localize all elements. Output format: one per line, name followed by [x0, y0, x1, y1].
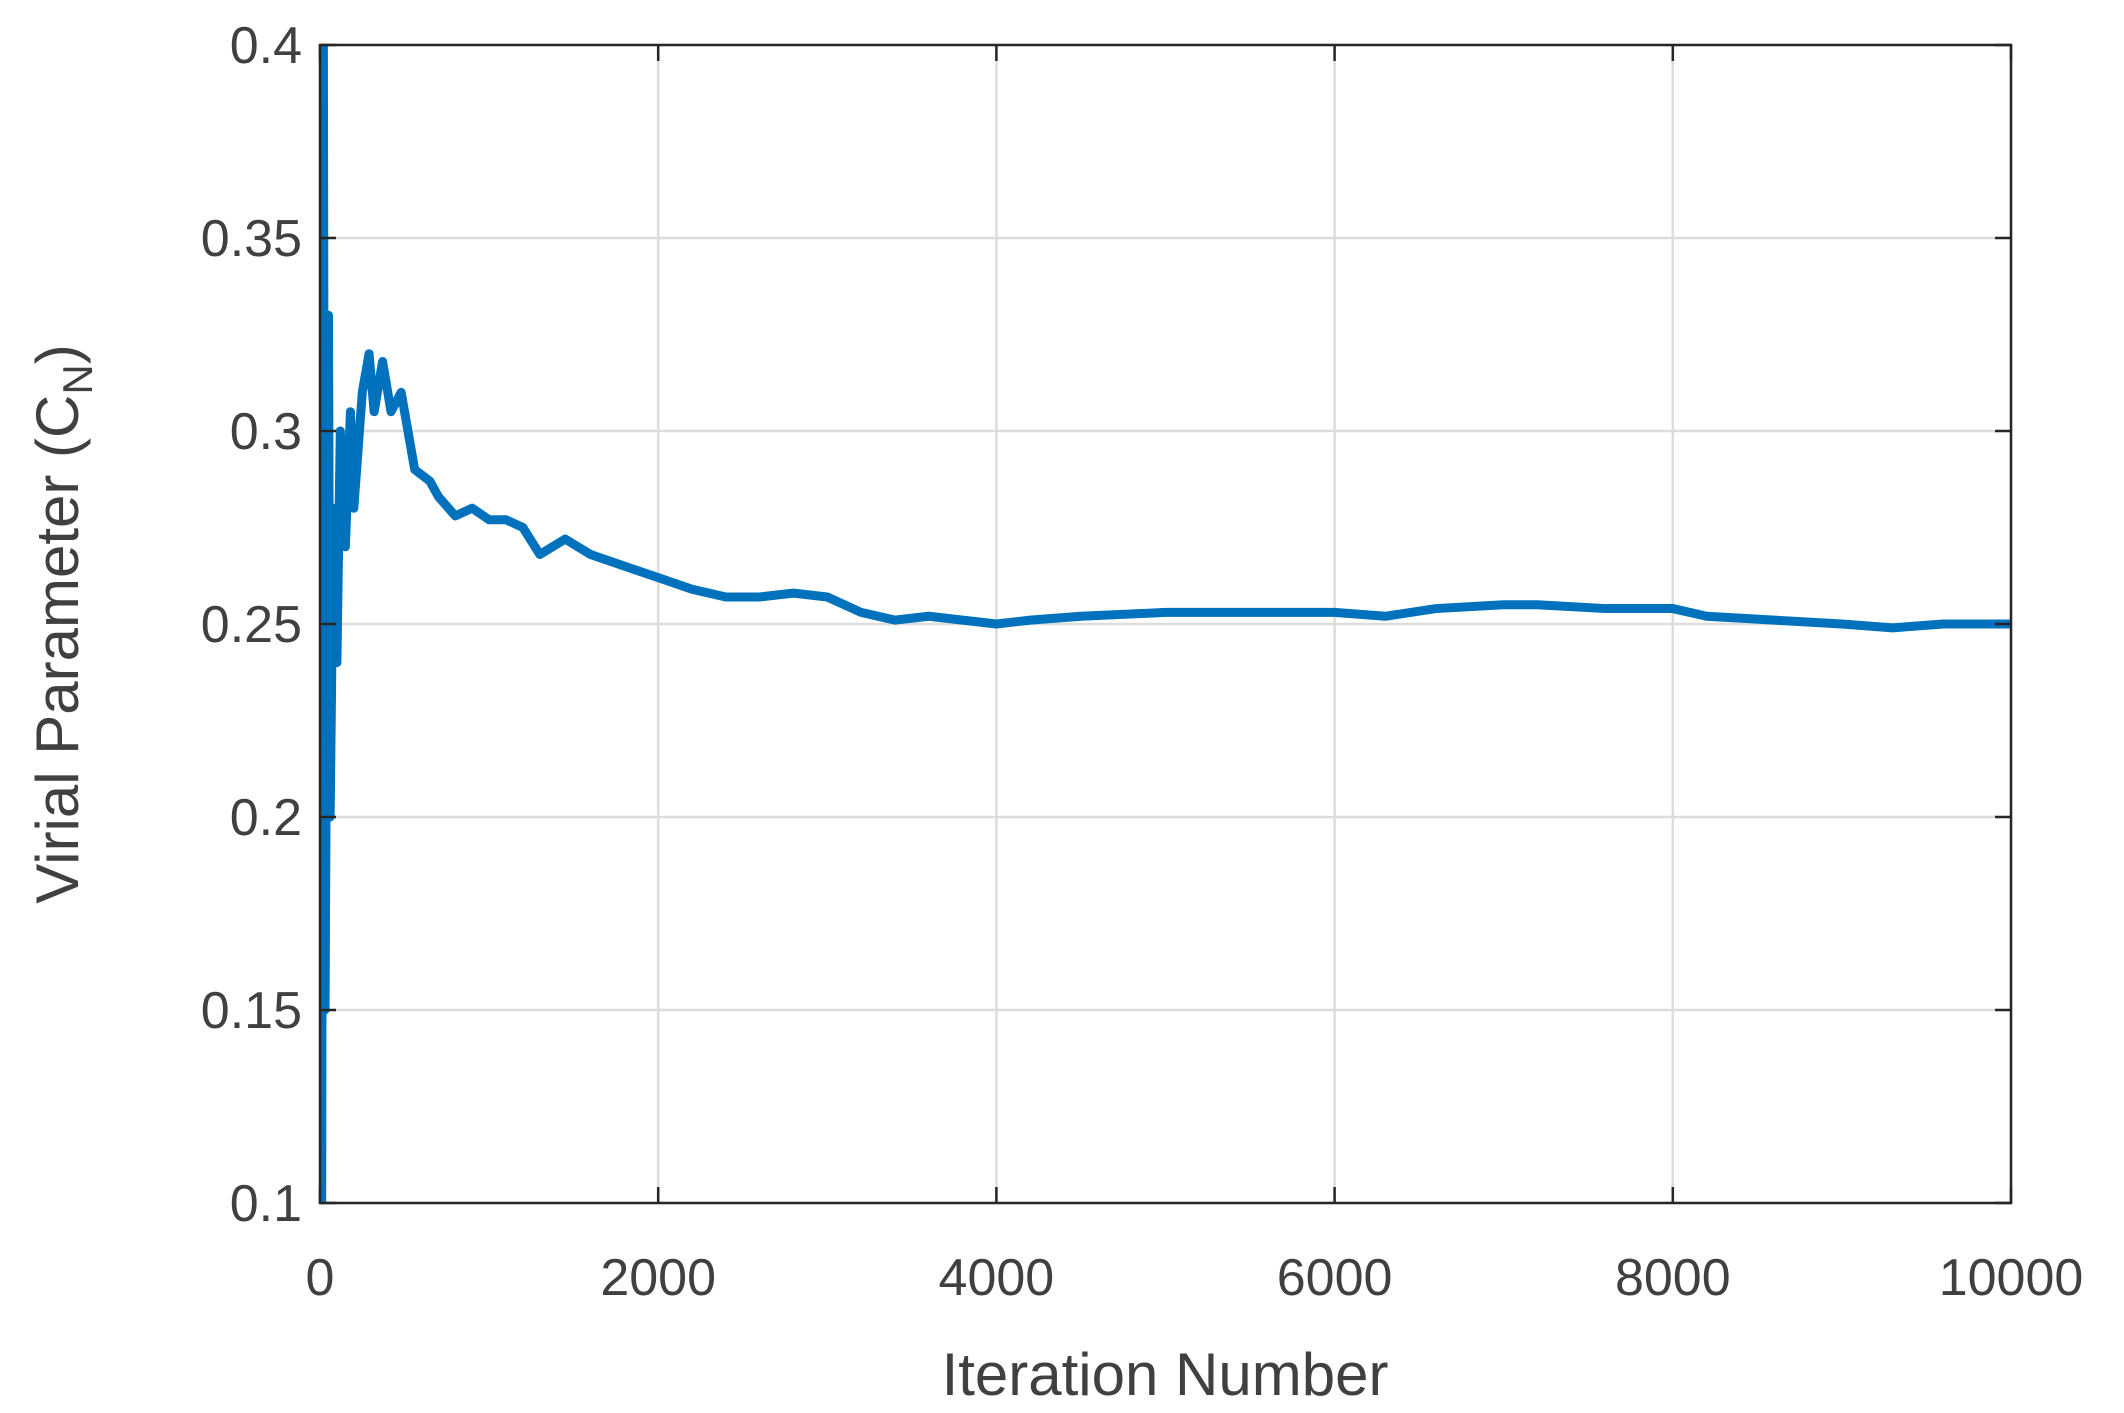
- x-tick-label: 8000: [1615, 1249, 1731, 1307]
- y-tick-label: 0.3: [230, 403, 302, 461]
- y-axis-label-text: Virial Parameter (C: [24, 395, 91, 904]
- data-line: [320, 45, 2011, 1203]
- x-tick-label: 2000: [600, 1249, 716, 1307]
- y-tick-label: 0.4: [230, 17, 302, 75]
- y-tick-label: 0.25: [201, 596, 302, 654]
- x-tick-label: 0: [306, 1249, 335, 1307]
- ticks: 0 2000 4000 6000 8000 10000 0.1 0.15 0.2 0.25 0.3 0…: [201, 17, 2084, 1307]
- y-axis-label-sub: N: [54, 364, 101, 394]
- x-tick-label: 4000: [939, 1249, 1055, 1307]
- y-tick-label: 0.1: [230, 1175, 302, 1233]
- y-tick-label: 0.15: [201, 982, 302, 1040]
- x-axis-label: Iteration Number: [942, 1341, 1389, 1408]
- y-axis-label-end: ): [24, 344, 91, 364]
- y-axis-label: Virial Parameter (CN): [24, 344, 101, 903]
- x-tick-label: 10000: [1939, 1249, 2084, 1307]
- x-tick-label: 6000: [1277, 1249, 1393, 1307]
- y-tick-label: 0.2: [230, 789, 302, 847]
- grid: [318, 43, 2013, 1205]
- plot-area: [320, 45, 2011, 1203]
- y-tick-label: 0.35: [201, 210, 302, 268]
